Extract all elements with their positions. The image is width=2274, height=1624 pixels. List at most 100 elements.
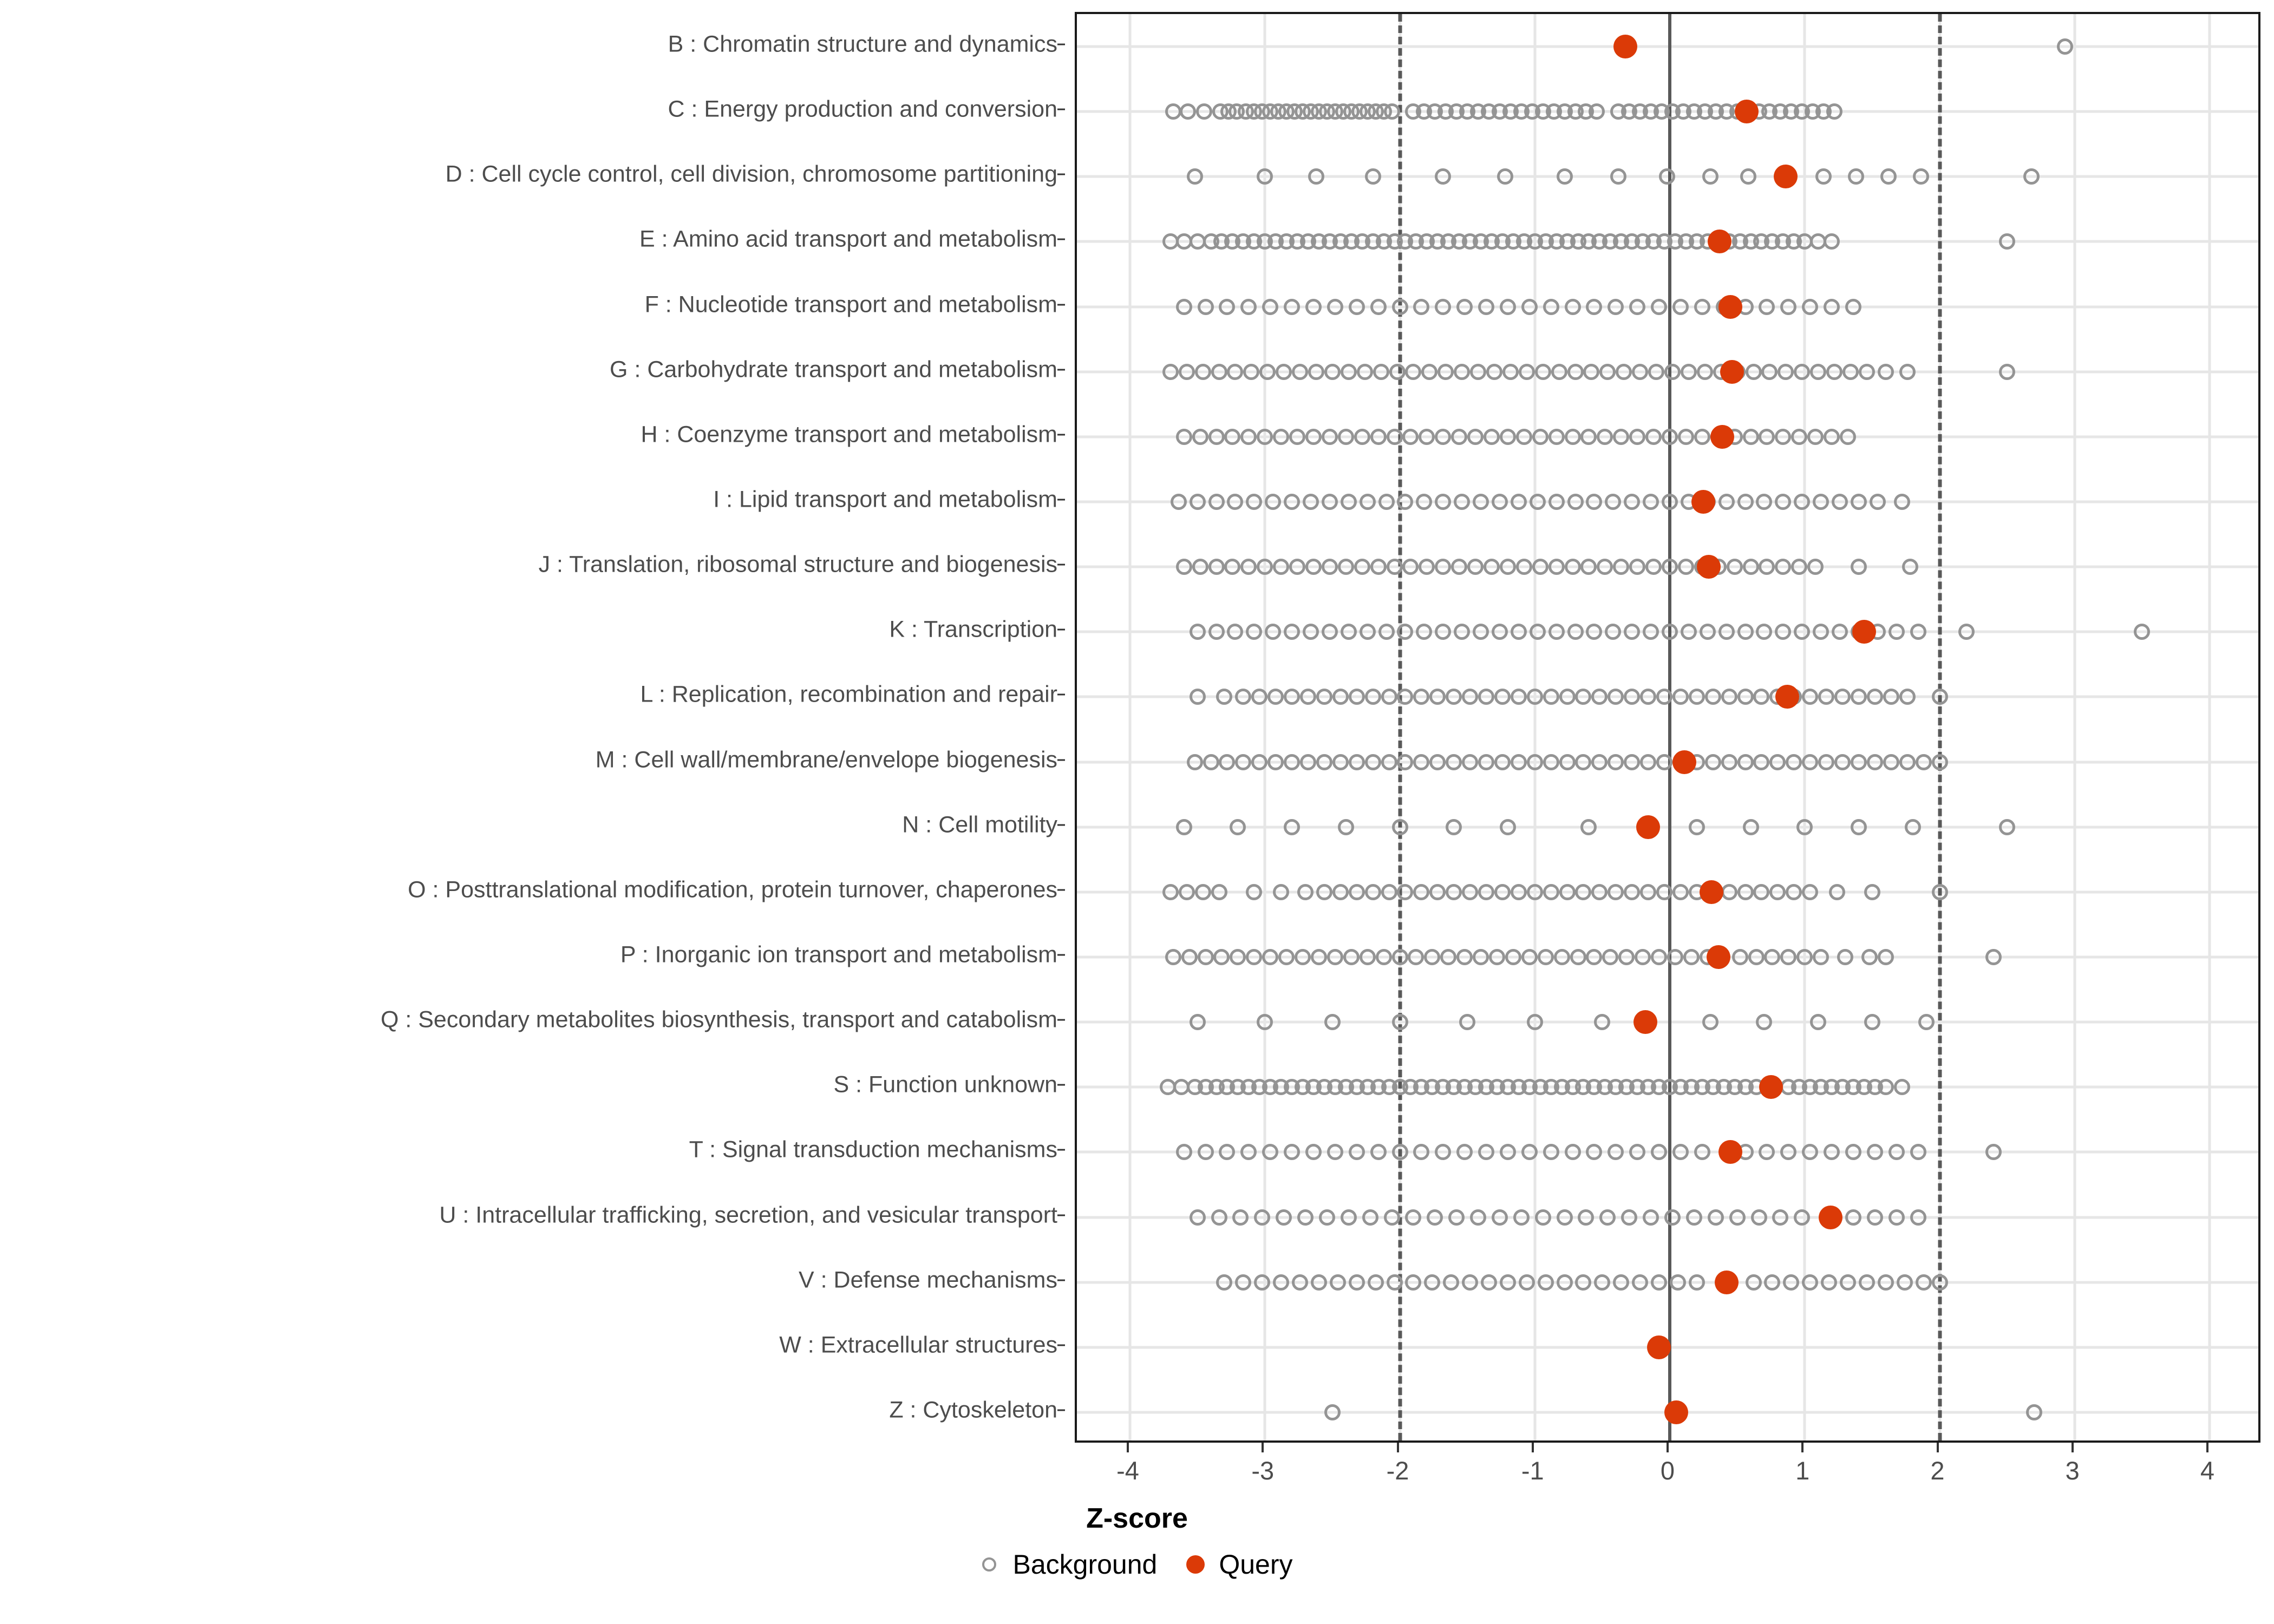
y-axis-label: L : Replication, recombination and repai… <box>640 681 1057 708</box>
background-point <box>1454 363 1471 380</box>
y-axis-label: D : Cell cycle control, cell division, c… <box>445 161 1057 187</box>
background-point <box>1348 1274 1365 1291</box>
query-point <box>1775 685 1799 709</box>
background-point <box>1521 298 1538 315</box>
background-point <box>1470 363 1487 380</box>
background-point <box>1748 948 1765 965</box>
background-point <box>1683 948 1700 965</box>
background-point <box>1597 428 1613 445</box>
background-point <box>1559 883 1576 900</box>
background-point <box>1737 754 1754 770</box>
background-point <box>1742 559 1759 575</box>
background-point <box>1391 818 1408 835</box>
threshold-line <box>1938 14 1942 1440</box>
background-point <box>1915 754 1932 770</box>
background-point <box>1359 494 1376 510</box>
background-point <box>1635 948 1651 965</box>
background-point <box>1858 363 1875 380</box>
background-point <box>1858 1274 1875 1291</box>
legend-key-query <box>1172 1555 1219 1574</box>
background-point <box>1599 1209 1616 1226</box>
background-point <box>1478 298 1495 315</box>
background-point <box>1526 754 1543 770</box>
background-point <box>1832 494 1848 510</box>
background-point <box>1505 948 1521 965</box>
background-point <box>1629 1144 1646 1161</box>
legend-item-background: Background <box>966 1551 1172 1578</box>
background-point <box>1640 883 1657 900</box>
y-axis-tick <box>1057 499 1065 501</box>
background-point <box>1999 363 2016 380</box>
background-point <box>1515 559 1532 575</box>
background-point <box>1834 754 1851 770</box>
background-point <box>1488 948 1505 965</box>
background-point <box>1931 754 1948 770</box>
x-axis-tick <box>1127 1443 1129 1452</box>
background-point <box>1378 624 1395 640</box>
background-point <box>1826 103 1843 120</box>
background-point <box>1718 624 1735 640</box>
background-point <box>1435 559 1452 575</box>
background-point <box>1567 624 1584 640</box>
background-point <box>1435 624 1452 640</box>
background-point <box>1478 883 1495 900</box>
x-axis-tick-label: 2 <box>1930 1456 1945 1485</box>
legend-key-background <box>966 1557 1012 1571</box>
background-point <box>1435 494 1452 510</box>
background-point <box>1383 1209 1400 1226</box>
background-point <box>1494 754 1511 770</box>
background-point <box>1340 494 1357 510</box>
background-point <box>1373 363 1389 380</box>
background-point <box>1685 1209 1702 1226</box>
background-point <box>1608 298 1624 315</box>
background-point <box>1383 103 1400 120</box>
background-point <box>1456 948 1473 965</box>
background-point <box>1391 298 1408 315</box>
background-point <box>1888 1144 1905 1161</box>
y-axis-tick <box>1057 173 1065 175</box>
legend-label-background: Background <box>1012 1549 1158 1580</box>
background-point <box>1180 103 1197 120</box>
horizontal-gridline <box>1077 45 2258 48</box>
background-point <box>1667 948 1683 965</box>
background-point <box>1518 1274 1535 1291</box>
background-point <box>1257 168 1273 185</box>
background-point <box>1869 494 1886 510</box>
query-point <box>1664 1400 1689 1424</box>
background-point <box>1610 168 1627 185</box>
background-point <box>1402 559 1419 575</box>
background-point <box>1267 754 1284 770</box>
background-point <box>1208 428 1225 445</box>
background-point <box>1648 363 1665 380</box>
background-point <box>1656 689 1673 705</box>
background-point <box>1435 428 1452 445</box>
background-point <box>1354 428 1370 445</box>
background-point <box>1564 298 1581 315</box>
background-point <box>1186 168 1203 185</box>
background-point <box>1783 1274 1800 1291</box>
background-point <box>1497 168 1513 185</box>
background-point <box>1551 363 1567 380</box>
background-point <box>1192 559 1208 575</box>
background-point <box>1999 233 2016 250</box>
background-point <box>1613 1274 1630 1291</box>
background-point <box>1224 428 1241 445</box>
background-point <box>1216 689 1233 705</box>
background-point <box>1759 559 1775 575</box>
open-circle-icon <box>982 1557 997 1571</box>
background-point <box>1316 689 1332 705</box>
y-axis-tick <box>1057 43 1065 45</box>
y-axis-tick <box>1057 1019 1065 1021</box>
background-point <box>1899 754 1916 770</box>
background-point <box>1918 1014 1935 1031</box>
background-point <box>1219 1144 1236 1161</box>
background-point <box>1364 689 1381 705</box>
background-point <box>1446 689 1462 705</box>
y-axis-label: N : Cell motility <box>902 811 1057 838</box>
background-point <box>1192 428 1208 445</box>
background-point <box>1435 298 1452 315</box>
background-point <box>1246 948 1263 965</box>
background-point <box>1305 1144 1322 1161</box>
background-point <box>1513 1209 1530 1226</box>
background-point <box>1289 559 1306 575</box>
